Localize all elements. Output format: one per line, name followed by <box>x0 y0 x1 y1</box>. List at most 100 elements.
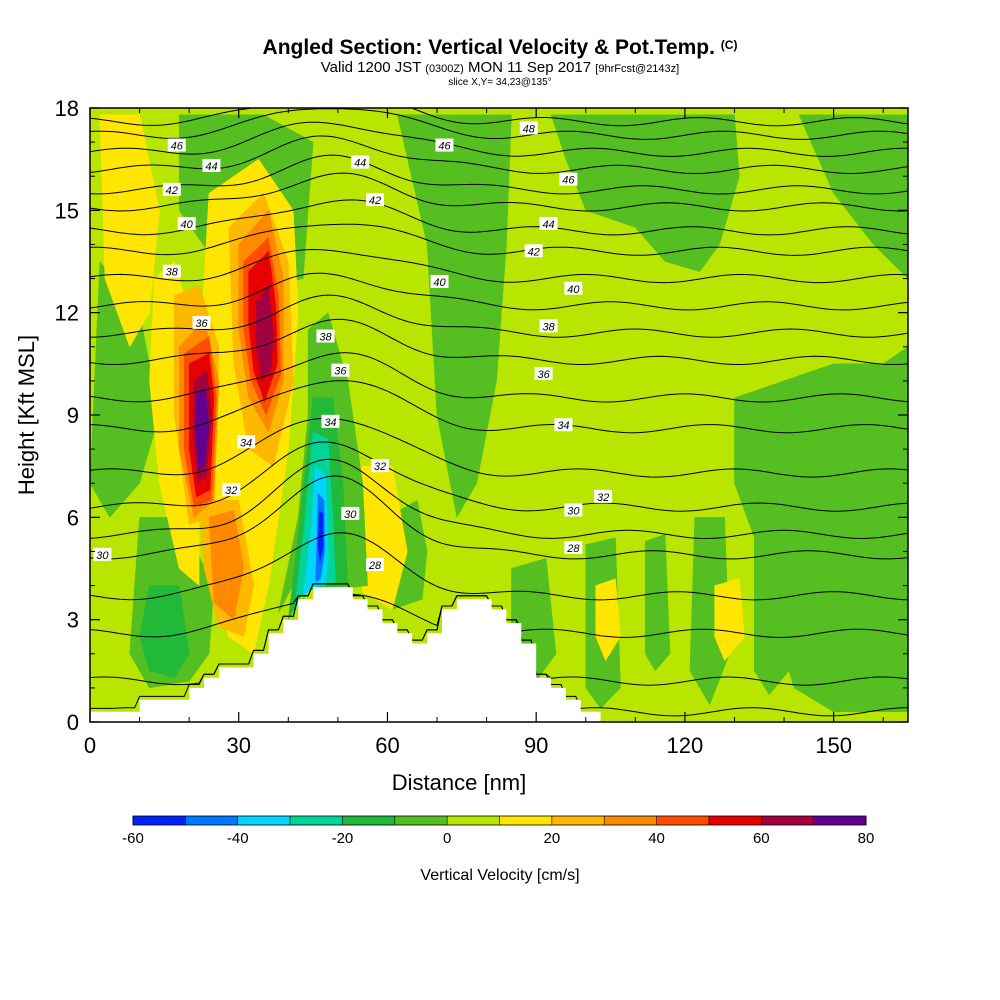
isentrope-47 <box>90 108 908 127</box>
colorbar-label: 60 <box>753 830 770 847</box>
velocity-region-39 <box>317 510 324 562</box>
velocity-region-13 <box>754 534 790 695</box>
isentrope-label-bg <box>202 158 221 172</box>
isentrope-label-17: 40 <box>430 274 449 289</box>
isentrope-label-10: 34 <box>554 418 573 432</box>
x-tick-label: 120 <box>667 733 704 758</box>
terrain-layer <box>90 587 601 722</box>
isentrope-31 <box>90 458 908 540</box>
isentrope-label-bg <box>366 558 385 572</box>
x-tick-label: 150 <box>815 733 852 758</box>
velocity-region-11 <box>644 534 671 672</box>
isentrope-label-bg <box>237 435 256 449</box>
colorbar-segment-5 <box>394 816 448 825</box>
isentrope-label-29: 48 <box>519 121 538 135</box>
isentrope-41 <box>90 199 908 236</box>
velocity-region-33 <box>199 404 207 460</box>
isentrope-44 <box>90 135 908 175</box>
isentrope-label-text: 34 <box>240 437 252 449</box>
isentrope-32 <box>90 441 908 512</box>
isentrope-label-text: 40 <box>181 219 194 231</box>
isentrope-33 <box>90 417 908 478</box>
isentrope-label-23: 44 <box>539 216 558 231</box>
isentrope-label-text: 30 <box>567 506 580 518</box>
y-axis-label: Height [Kft MSL] <box>14 335 39 495</box>
isentrope-42 <box>90 172 908 212</box>
isentrope-label-bg <box>539 216 558 230</box>
isentrope-label-text: 36 <box>195 318 208 330</box>
y-tick-label: 12 <box>55 301 79 326</box>
isentrope-label-27: 46 <box>167 138 186 153</box>
isentrope-label-bg <box>321 414 340 428</box>
isentrope-28 <box>90 583 908 638</box>
isentrope-label-2: 28 <box>564 541 583 555</box>
velocity-region-2 <box>397 114 512 518</box>
colorbar: -60 -40 -20 0 20 40 60 80 <box>122 815 875 847</box>
isentrope-37 <box>90 294 908 338</box>
colorbar-segment-2 <box>237 816 291 825</box>
isentrope-label-3: 30 <box>341 506 360 521</box>
isentrope-label-bg <box>341 506 360 520</box>
isentrope-label-bg <box>435 138 454 152</box>
isentrope-label-0: 30 <box>93 547 112 562</box>
colorbar-title: Vertical Velocity [cm/s] <box>420 867 579 884</box>
colorbar-label: -20 <box>332 830 354 847</box>
colorbar-segment-4 <box>342 816 396 825</box>
isentrope-label-text: 42 <box>369 195 381 207</box>
isentrope-label-bg <box>162 182 181 196</box>
isentrope-label-bg <box>167 138 186 152</box>
isentrope-30 <box>90 475 908 560</box>
isentrope-label-bg <box>351 155 370 169</box>
colorbar-label: 40 <box>648 830 665 847</box>
isentrope-label-25: 44 <box>351 155 370 170</box>
isentrope-label-bg <box>539 319 558 333</box>
x-tick-label: 90 <box>524 733 548 758</box>
isentrope-label-text: 28 <box>566 543 580 555</box>
x-tick-label: 0 <box>84 733 96 758</box>
y-tick-label: 6 <box>67 505 79 530</box>
x-axis-label: Distance [nm] <box>392 770 527 795</box>
velocity-fill-layer <box>90 108 908 722</box>
isentrope-label-bg <box>371 459 390 473</box>
valid-prefix: Valid 1200 JST <box>320 59 422 76</box>
isentrope-label-text: 30 <box>96 550 109 562</box>
isentrope-label-19: 42 <box>524 244 543 258</box>
colorbar-label: -40 <box>227 830 249 847</box>
isentrope-label-text: 36 <box>334 366 347 378</box>
isentrope-label-text: 34 <box>324 417 336 429</box>
isentrope-layer <box>90 108 908 717</box>
colorbar-segment-0 <box>133 816 186 825</box>
colorbar-label: 80 <box>858 830 875 847</box>
velocity-region-14 <box>99 114 160 348</box>
isentrope-label-text: 44 <box>205 161 217 173</box>
isentrope-label-text: 38 <box>166 267 179 279</box>
isentrope-label-layer: 30 28 28 30 30 32 32 32 34 34 34 36 36 38 38 36 38 40 40 42… <box>93 121 613 572</box>
chart-title-main: Angled Section: Vertical Velocity & Pot.… <box>262 36 715 59</box>
isentrope-label-6: 32 <box>371 459 390 473</box>
isentrope-label-bg <box>192 315 211 329</box>
isentrope-label-12: 36 <box>534 367 553 381</box>
colorbar-segment-3 <box>290 816 343 825</box>
isentrope-label-text: 36 <box>537 369 550 381</box>
isentrope-label-text: 32 <box>374 461 386 473</box>
colorbar-segment-13 <box>813 816 867 825</box>
isentrope-label-bg <box>430 274 449 288</box>
isentrope-label-26: 46 <box>559 172 578 187</box>
isentrope-label-bg <box>564 281 583 295</box>
isentrope-label-18: 40 <box>564 281 583 296</box>
isentrope-40 <box>90 223 908 256</box>
isentrope-label-15: 36 <box>192 315 211 330</box>
velocity-region-25 <box>208 510 244 620</box>
isentrope-label-bg <box>316 329 335 343</box>
isentrope-label-bg <box>177 216 196 230</box>
chart-title: Angled Section: Vertical Velocity & Pot.… <box>0 36 1000 60</box>
isentrope-label-text: 40 <box>433 277 446 289</box>
isentrope-label-bg <box>564 503 583 517</box>
y-tick-label: 18 <box>55 96 79 121</box>
isentrope-label-text: 38 <box>319 332 332 344</box>
velocity-region-31 <box>255 285 274 382</box>
colorbar-segment-7 <box>499 816 553 825</box>
x-tick-label: 30 <box>226 733 250 758</box>
isentrope-label-4: 30 <box>564 503 583 518</box>
